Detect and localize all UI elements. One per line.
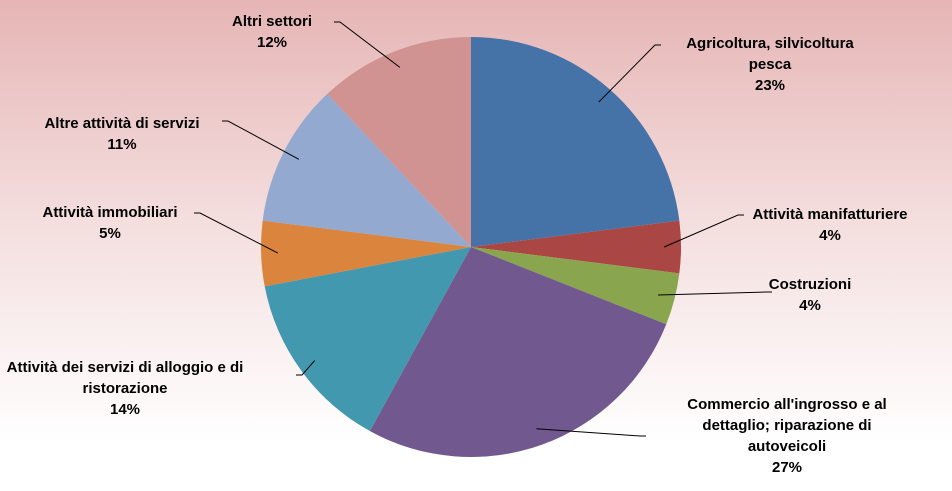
leader-line [598, 44, 661, 103]
leader-line [194, 212, 279, 254]
category-label: Attività immobiliari [42, 204, 178, 221]
leader-line [296, 360, 316, 376]
leader-line [222, 120, 300, 160]
value-label: 4% [819, 227, 841, 244]
slice-label: Attività manifatturiere 4% [730, 204, 930, 246]
pie-slice [471, 247, 680, 325]
leader-line [664, 214, 744, 248]
category-label: Altri settori [231, 13, 312, 30]
category-label: Attività dei servizi di alloggio e di ri… [6, 359, 244, 397]
slice-label: Attività immobiliari 5% [10, 202, 210, 244]
value-label: 5% [99, 225, 121, 242]
slice-label: Agricoltura, silvicoltura pesca 23% [665, 33, 875, 96]
pie-slice [369, 247, 667, 457]
slice-label: Altri settori 12% [212, 11, 332, 53]
pie-slice [262, 93, 471, 247]
category-label: Altre attività di servizi [44, 115, 200, 132]
leader-line [334, 21, 401, 68]
slice-label: Attività dei servizi di alloggio e di ri… [0, 357, 250, 420]
value-label: 11% [107, 136, 137, 153]
pie-slice [471, 37, 680, 247]
category-label: Attività manifatturiere [752, 206, 908, 223]
category-label: Commercio all'ingrosso e al dettaglio; r… [687, 396, 887, 455]
category-label: Agricoltura, silvicoltura pesca [686, 35, 854, 73]
value-label: 14% [109, 401, 141, 418]
leader-line [658, 291, 772, 296]
pie-slice [327, 37, 471, 247]
value-label: 23% [754, 77, 786, 94]
value-label: 4% [799, 297, 821, 314]
leader-line [536, 428, 646, 437]
slice-label: Altre attività di servizi 11% [12, 113, 232, 155]
slice-label: Costruzioni 4% [750, 274, 870, 316]
slice-label: Commercio all'ingrosso e al dettaglio; r… [665, 394, 910, 478]
value-label: 27% [771, 459, 803, 476]
value-label: 12% [256, 34, 288, 51]
pie-slice [264, 247, 471, 432]
category-label: Costruzioni [768, 276, 852, 293]
pie-slice [261, 220, 471, 287]
pie-slice [471, 220, 682, 274]
